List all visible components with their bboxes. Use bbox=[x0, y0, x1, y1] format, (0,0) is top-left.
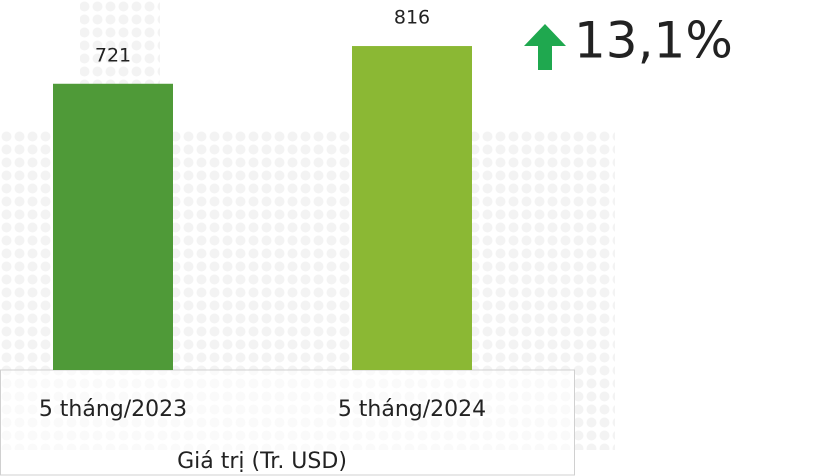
up-arrow bbox=[524, 24, 566, 70]
x-tick-label: 5 tháng/2023 bbox=[39, 397, 187, 422]
bar bbox=[53, 83, 173, 370]
x-tick-label: 5 tháng/2024 bbox=[338, 397, 486, 422]
axis-box bbox=[0, 369, 575, 476]
value-label: 816 bbox=[394, 7, 430, 29]
map-background bbox=[80, 0, 160, 90]
growth-annotation: 13,1% bbox=[574, 12, 733, 70]
value-label: 721 bbox=[95, 44, 131, 66]
x-axis-label: Giá trị (Tr. USD) bbox=[177, 449, 347, 474]
bar bbox=[352, 46, 472, 370]
